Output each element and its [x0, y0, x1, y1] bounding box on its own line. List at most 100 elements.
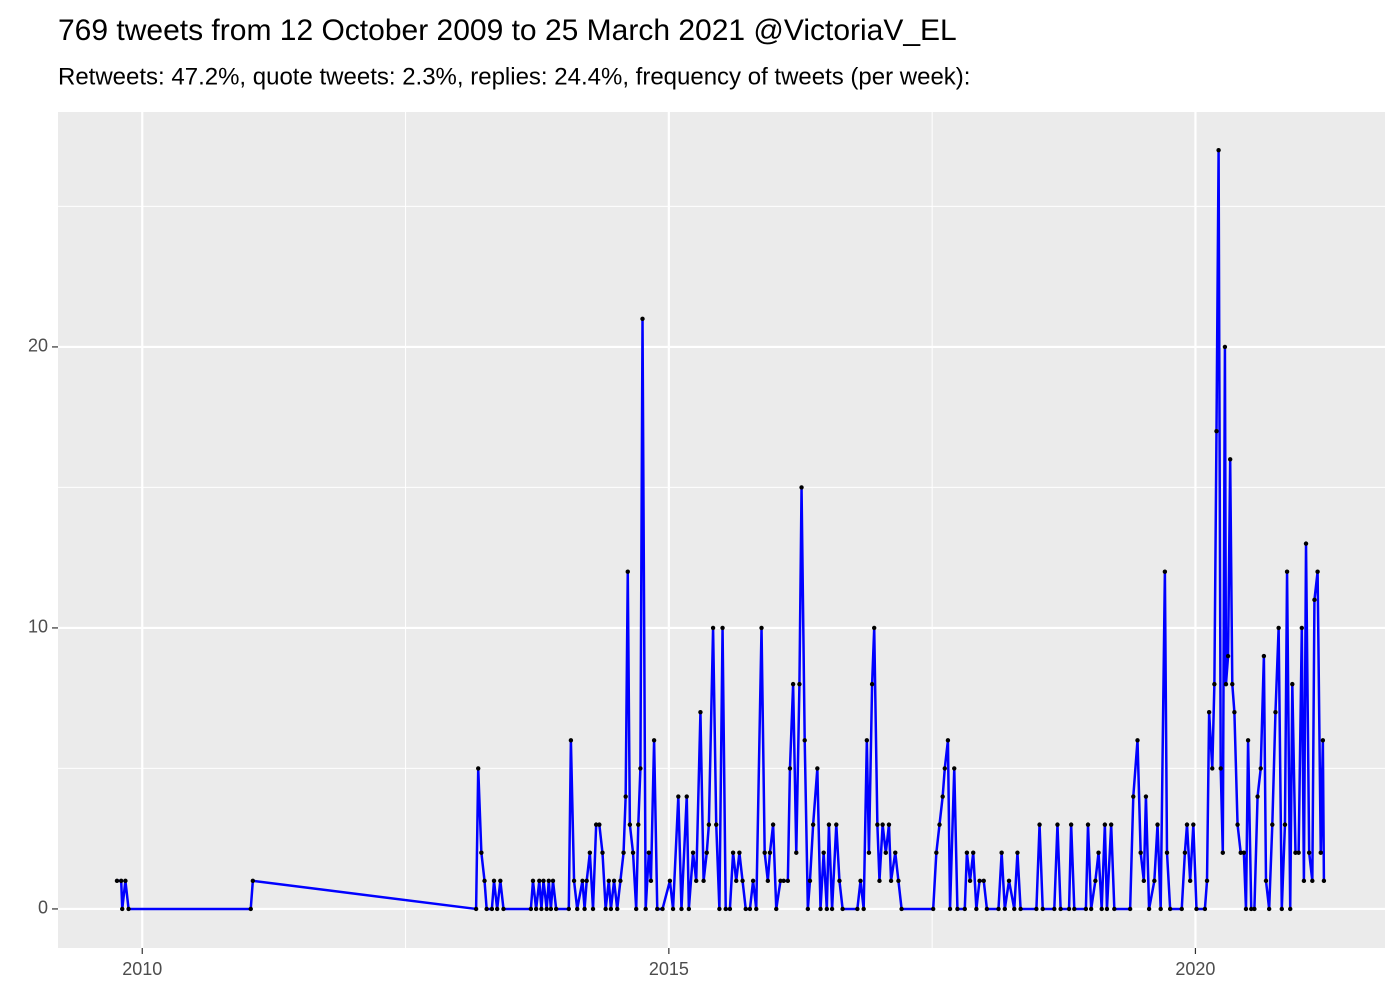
data-point [875, 822, 880, 827]
data-point [1164, 850, 1170, 855]
data-point [743, 906, 748, 912]
data-point [1261, 653, 1267, 659]
data-point [893, 850, 898, 855]
data-point [1288, 906, 1293, 912]
data-point [1158, 906, 1163, 912]
data-point [630, 850, 636, 855]
data-point [834, 822, 839, 827]
data-point [824, 906, 830, 912]
data-point [810, 822, 816, 827]
data-point [826, 822, 832, 827]
data-point [118, 878, 124, 884]
data-point [714, 822, 719, 827]
data-point [1162, 569, 1168, 574]
data-point [1293, 850, 1298, 855]
x-tick-label: 2010 [122, 959, 162, 979]
data-point [1096, 850, 1101, 855]
data-point [1276, 625, 1281, 631]
data-point [1220, 850, 1226, 855]
data-point [1088, 906, 1094, 912]
data-point [1112, 906, 1117, 912]
data-point [476, 766, 481, 771]
data-point [593, 822, 599, 827]
data-point [896, 878, 901, 884]
data-point [787, 766, 793, 771]
data-point [1093, 878, 1098, 884]
data-point [655, 906, 660, 912]
data-point [794, 850, 799, 855]
data-point [977, 878, 982, 884]
data-point [643, 906, 648, 912]
data-point [737, 850, 742, 855]
data-point [528, 906, 534, 912]
data-point [694, 878, 699, 884]
data-point [778, 878, 783, 884]
data-point [638, 766, 643, 771]
data-point [1204, 878, 1210, 884]
data-point [114, 878, 120, 884]
data-point [686, 906, 692, 912]
data-point [1321, 878, 1327, 884]
data-point [1210, 766, 1215, 771]
data-point [1127, 906, 1133, 912]
data-point [597, 822, 602, 827]
data-point [1279, 906, 1284, 912]
data-point [679, 906, 684, 912]
data-point [1270, 822, 1275, 827]
data-point [1066, 906, 1072, 912]
data-point [590, 906, 596, 912]
data-point [872, 625, 877, 631]
data-point [1034, 906, 1039, 912]
data-point [785, 878, 791, 884]
data-point [473, 906, 479, 912]
data-point [996, 906, 1001, 912]
data-point [717, 906, 722, 912]
data-point [940, 794, 945, 799]
y-tick-label: 10 [28, 617, 48, 637]
data-point [1301, 878, 1307, 884]
data-point [571, 878, 577, 884]
data-point [584, 878, 589, 884]
data-point [967, 878, 973, 884]
data-point [802, 738, 807, 743]
data-point [981, 878, 986, 884]
data-point [701, 878, 706, 884]
data-point [937, 822, 942, 827]
data-point [945, 738, 951, 743]
data-point [1083, 906, 1089, 912]
data-point [640, 316, 645, 322]
data-point [1152, 878, 1157, 884]
data-point [489, 906, 495, 912]
data-point [633, 906, 639, 912]
data-point [767, 850, 773, 855]
data-point [1104, 906, 1110, 912]
data-point [248, 906, 253, 912]
data-point [818, 906, 823, 912]
data-point [947, 906, 953, 912]
data-point [600, 850, 605, 855]
chart-title: 769 tweets from 12 October 2009 to 25 Ma… [58, 14, 957, 47]
data-point [123, 878, 128, 884]
data-point [651, 738, 657, 743]
data-point [1002, 906, 1008, 912]
x-tick-label: 2015 [649, 959, 689, 979]
data-point [1182, 850, 1188, 855]
data-point [568, 738, 574, 743]
data-point [550, 878, 556, 884]
data-point [1058, 906, 1063, 912]
data-point [1155, 822, 1160, 827]
data-point [815, 766, 820, 771]
data-point [1194, 906, 1199, 912]
data-point [774, 906, 779, 912]
data-point [494, 906, 500, 912]
data-point [544, 906, 549, 912]
data-point [1206, 710, 1212, 715]
data-point [1167, 906, 1173, 912]
data-point [501, 906, 506, 912]
data-point [999, 850, 1004, 855]
data-point [962, 906, 967, 912]
data-point [1218, 766, 1223, 771]
data-point [1303, 541, 1309, 546]
data-point [750, 878, 756, 884]
data-point [1238, 850, 1243, 855]
